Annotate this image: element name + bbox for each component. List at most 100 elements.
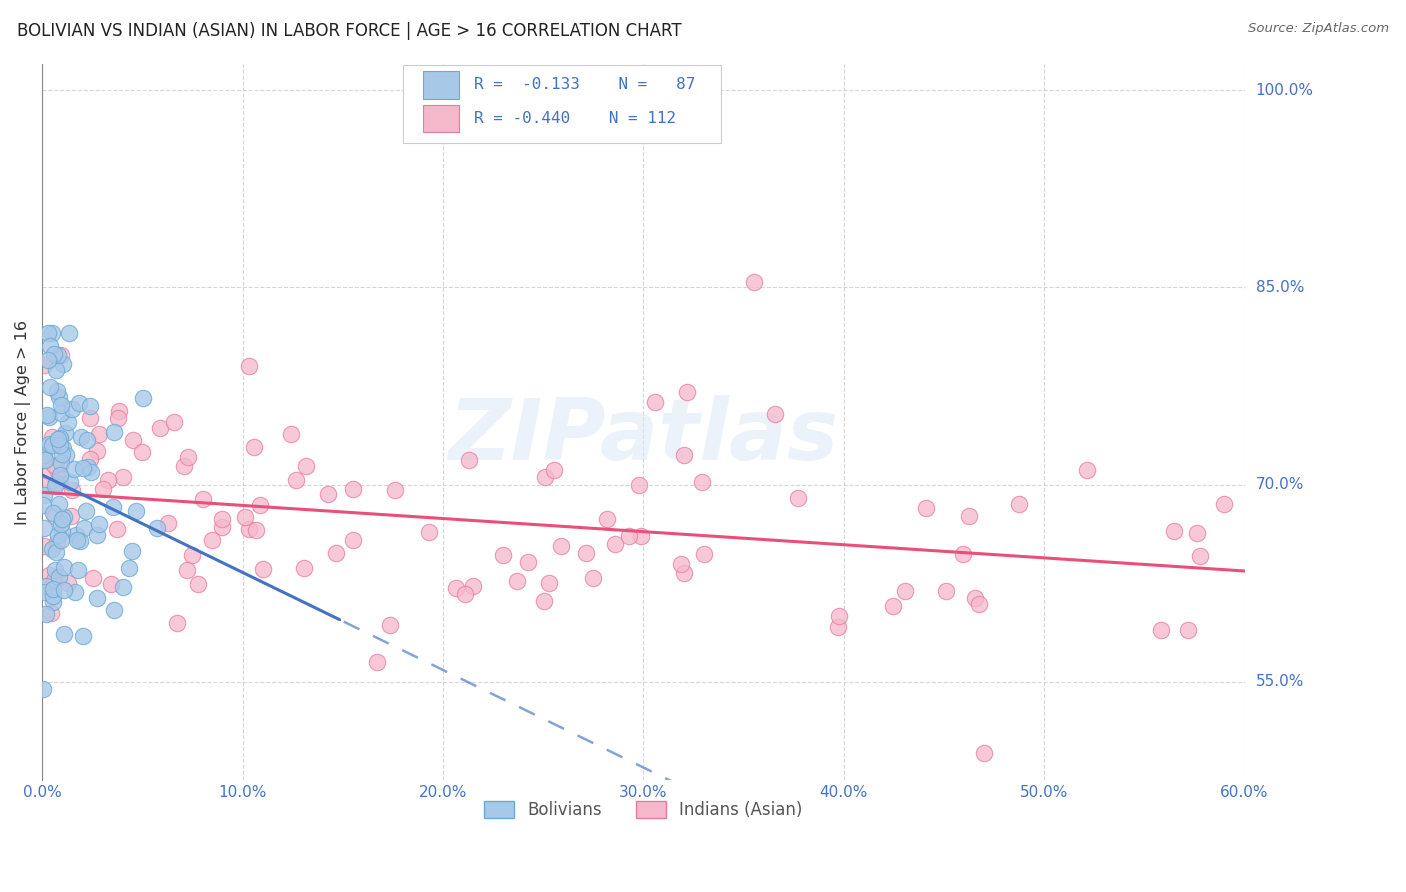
Point	[157, 516, 180, 530]
Point	[550, 539, 572, 553]
Point	[105, 522, 128, 536]
Point	[827, 620, 849, 634]
Point	[39, 465, 62, 479]
Point	[86, 528, 108, 542]
Point	[574, 546, 596, 560]
Text: 100.0%: 100.0%	[1256, 83, 1313, 98]
Point	[107, 410, 129, 425]
Point	[959, 508, 981, 523]
Point	[506, 574, 529, 589]
Point	[603, 536, 626, 550]
Point	[342, 482, 364, 496]
Point	[187, 577, 209, 591]
Point	[97, 474, 120, 488]
Point	[45, 535, 67, 549]
Point	[91, 482, 114, 496]
Point	[42, 506, 65, 520]
Point	[52, 441, 75, 455]
Point	[1188, 549, 1211, 564]
Text: ZIPatlas: ZIPatlas	[449, 395, 838, 478]
Point	[49, 533, 72, 548]
Point	[454, 587, 477, 601]
Point	[66, 563, 89, 577]
Point	[671, 557, 693, 571]
Point	[538, 575, 561, 590]
Point	[49, 406, 72, 420]
Point	[238, 522, 260, 536]
Point	[76, 433, 98, 447]
Point	[787, 491, 810, 505]
Point	[46, 348, 69, 362]
Point	[180, 548, 202, 562]
Text: R = -0.440    N = 112: R = -0.440 N = 112	[474, 112, 676, 126]
Point	[42, 346, 65, 360]
Point	[60, 483, 83, 497]
Point	[56, 416, 79, 430]
Point	[35, 579, 58, 593]
Point	[418, 524, 440, 539]
Point	[75, 504, 97, 518]
Point	[742, 275, 765, 289]
Point	[42, 595, 65, 609]
Point	[38, 568, 60, 582]
Point	[51, 512, 73, 526]
Point	[628, 478, 651, 492]
Point	[122, 434, 145, 448]
Point	[1185, 526, 1208, 541]
Point	[51, 516, 73, 531]
Point	[32, 584, 55, 599]
Point	[176, 563, 198, 577]
Point	[39, 380, 62, 394]
Point	[58, 326, 80, 341]
Point	[534, 470, 557, 484]
Point	[72, 629, 94, 643]
Point	[630, 529, 652, 543]
Point	[53, 509, 76, 524]
Point	[935, 583, 957, 598]
Point	[65, 528, 87, 542]
Point	[32, 682, 55, 697]
Point	[60, 401, 83, 416]
Point	[41, 437, 63, 451]
Point	[692, 475, 714, 489]
Point	[44, 509, 66, 524]
Point	[763, 407, 786, 421]
Point	[38, 437, 60, 451]
Point	[49, 348, 72, 362]
Point	[693, 547, 716, 561]
Point	[72, 461, 94, 475]
Point	[973, 746, 995, 760]
Point	[53, 627, 76, 641]
Point	[34, 448, 56, 462]
Point	[51, 447, 73, 461]
Point	[89, 427, 111, 442]
Point	[63, 462, 86, 476]
Point	[34, 488, 56, 502]
Point	[49, 398, 72, 412]
Point	[458, 452, 481, 467]
Point	[1177, 623, 1199, 637]
Text: Source: ZipAtlas.com: Source: ZipAtlas.com	[1249, 22, 1389, 36]
Point	[238, 359, 260, 374]
Point	[582, 571, 605, 585]
Point	[366, 655, 388, 669]
Point	[827, 608, 849, 623]
Point	[67, 396, 90, 410]
Point	[384, 483, 406, 497]
Point	[44, 478, 66, 492]
Point	[79, 451, 101, 466]
Point	[86, 591, 108, 605]
Point	[86, 444, 108, 458]
Point	[37, 326, 59, 341]
Point	[34, 359, 56, 373]
Point	[45, 545, 67, 559]
Text: 55.0%: 55.0%	[1256, 674, 1303, 690]
Point	[41, 326, 63, 341]
Point	[963, 591, 986, 605]
Point	[342, 533, 364, 548]
Point	[56, 575, 79, 590]
Point	[967, 597, 990, 611]
Point	[280, 426, 302, 441]
Point	[59, 508, 82, 523]
Point	[380, 618, 402, 632]
